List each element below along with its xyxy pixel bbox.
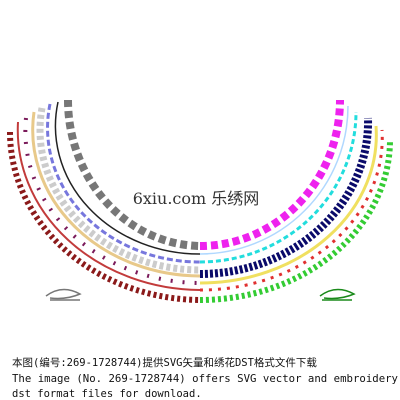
caption-line: The image (No. 269-1728744) offers SVG v… — [12, 373, 398, 385]
arc — [54, 101, 201, 255]
arc — [23, 117, 201, 285]
caption-line: dst format files for download. — [12, 388, 202, 400]
embroidery-right — [199, 99, 393, 303]
watermark: 6xiu.com 乐绣网 — [133, 189, 260, 208]
arc — [16, 121, 201, 291]
arc — [64, 99, 201, 250]
arc — [199, 125, 378, 285]
arc — [199, 129, 384, 292]
embroidery-left — [7, 99, 201, 303]
arc — [199, 117, 373, 278]
arc — [199, 99, 344, 250]
arc — [31, 111, 201, 278]
caption-line: 本图(编号:269-1728744)提供SVG矢量和绣花DST格式文件下载 — [12, 356, 317, 369]
arc — [46, 103, 201, 264]
arc — [199, 105, 349, 255]
arc — [7, 131, 201, 303]
arc — [199, 139, 393, 303]
ornament-right — [319, 288, 356, 301]
ornament-left — [45, 288, 82, 301]
arc — [36, 107, 201, 274]
arc — [199, 111, 358, 264]
